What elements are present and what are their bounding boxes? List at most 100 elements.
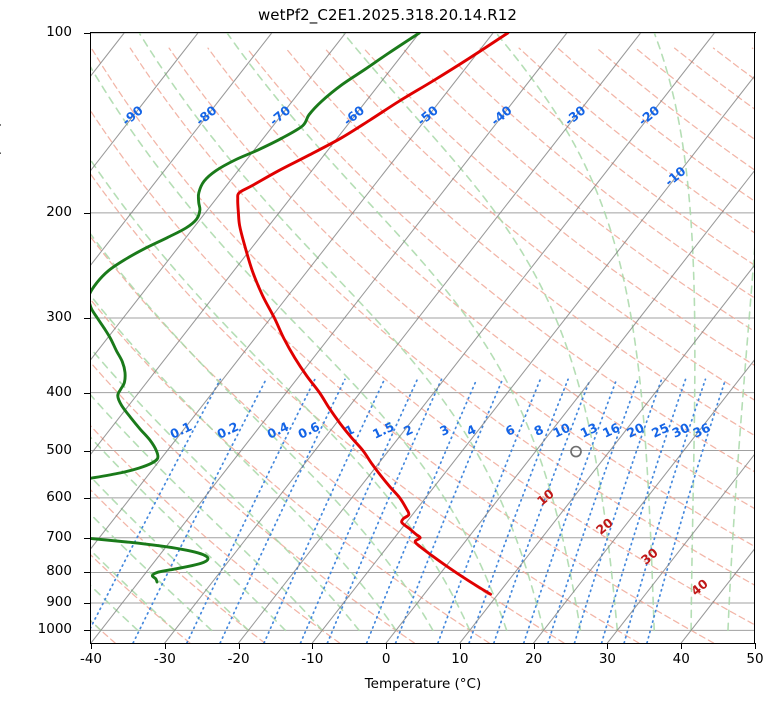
x-tick-mark — [459, 643, 461, 649]
y-tick-label: 300 — [46, 309, 72, 325]
mixing-ratio-line — [573, 378, 663, 643]
x-tick-label: 30 — [598, 651, 617, 667]
isotherm-line — [91, 33, 346, 361]
isotherm-line — [164, 33, 642, 643]
y-tick-label: 1000 — [37, 621, 72, 638]
mixing-ratio-line — [646, 378, 727, 643]
mixing-ratio-line — [365, 378, 478, 643]
y-tick-mark — [84, 497, 90, 499]
mixing-ratio-label: 10 — [550, 420, 572, 441]
x-tick-mark — [681, 643, 683, 649]
y-tick-mark — [84, 537, 90, 539]
parcel-marker-icon — [570, 445, 582, 458]
x-tick-label: 40 — [672, 651, 690, 667]
dry-adiabat-line — [246, 47, 755, 473]
x-tick-label: -30 — [153, 651, 176, 667]
x-tick-label: 10 — [451, 651, 469, 667]
dry-adiabat-line — [91, 554, 191, 643]
axis-spine-right — [754, 32, 756, 644]
isotherm-line — [311, 74, 755, 643]
y-axis-ticks: 100 200 300 400 500 600 700 800 900 1000 — [0, 24, 90, 643]
mixing-ratio-label: 20 — [624, 420, 646, 441]
y-tick-label: 500 — [46, 441, 72, 458]
y-tick-mark — [84, 318, 90, 319]
x-tick-mark — [312, 643, 314, 649]
y-tick-mark — [84, 33, 90, 34]
x-tick-mark — [607, 643, 609, 649]
dry-adiabat-line — [401, 47, 755, 333]
mixing-ratio-line — [394, 378, 504, 643]
isotherm-line — [91, 33, 420, 455]
moist-adiabat-line — [495, 33, 656, 632]
mixing-ratio-line — [326, 378, 443, 643]
moist-adiabat-line — [226, 33, 582, 632]
skewt-canvas: -90 -80 -70 -60 -50 -40 -30 -20-100.1 0.2 0.4 0.6 1… — [91, 33, 755, 643]
x-tick-mark — [386, 643, 388, 649]
moist-adiabat-line — [91, 347, 360, 632]
mixing-ratio-label: 25 — [649, 420, 671, 441]
mixing-ratio-label: 36 — [690, 420, 712, 441]
x-tick-label: 0 — [381, 651, 391, 667]
mixing-ratio-line — [468, 378, 569, 643]
dry-adiabat-line — [91, 173, 640, 643]
mixing-ratio-line — [623, 378, 707, 643]
y-tick-mark — [84, 212, 90, 214]
dry-adiabat-line — [362, 47, 755, 367]
y-tick-label: 900 — [46, 594, 72, 610]
x-axis-label: Temperature (°C) — [364, 676, 482, 692]
y-tick-mark — [84, 392, 90, 394]
mixing-ratio-label: 16 — [600, 420, 622, 441]
y-tick-label: 700 — [46, 528, 72, 545]
x-tick-label: -40 — [79, 651, 103, 667]
x-tick-mark — [164, 643, 166, 649]
isotherm-line — [606, 452, 755, 643]
dry-adiabat-line — [91, 299, 490, 643]
mixing-ratio-line — [437, 378, 542, 643]
dry-adiabat-line — [91, 425, 341, 643]
dewpoint-profile-line — [91, 33, 421, 584]
dry-adiabat-line — [129, 47, 755, 587]
moist-adiabat-line — [727, 234, 755, 632]
dry-adiabat-line — [168, 47, 755, 548]
moist-adiabat-line — [91, 394, 324, 632]
y-tick-mark — [84, 572, 90, 574]
moist-adiabat-line — [91, 436, 287, 632]
x-tick-mark — [533, 643, 535, 649]
mixing-ratio-line — [263, 378, 386, 643]
moist-adiabat-line — [91, 294, 397, 632]
y-tick-mark — [84, 603, 90, 604]
moist-adiabat-line — [91, 66, 508, 632]
y-tick-label: 600 — [46, 488, 72, 505]
isotherm-line — [91, 33, 199, 171]
moist-adiabat-line — [138, 33, 545, 632]
mixing-ratio-label: 13 — [578, 420, 600, 441]
page-title: wetPf2_C2E1.2025.318.20.14.R12 — [257, 6, 518, 24]
dry-adiabat-line — [207, 47, 755, 510]
mixing-ratio-label: 30 — [670, 420, 692, 441]
isotherm-line — [459, 263, 755, 643]
x-tick-label: 20 — [525, 651, 543, 667]
y-tick-mark — [84, 630, 90, 632]
y-tick-label: 800 — [46, 563, 72, 580]
x-tick-mark — [238, 643, 240, 649]
isotherm-line — [533, 358, 755, 643]
dry-adiabat-line — [91, 236, 565, 643]
x-tick-mark — [91, 643, 92, 649]
isotherm-line — [385, 169, 755, 643]
mixing-ratio-line — [91, 378, 222, 629]
mixing-ratio-line — [132, 378, 267, 643]
isotherm-line — [238, 33, 715, 643]
moist-adiabat-line — [653, 33, 696, 632]
dry-adiabat-line — [91, 362, 415, 643]
y-tick-mark — [84, 450, 90, 452]
y-tick-label: 100 — [46, 24, 72, 40]
isotherm-line — [91, 33, 494, 550]
plot-area: -90 -80 -70 -60 -50 -40 -30 -20 -10 0.1 0.2 0.4 0.6 1… — [91, 33, 755, 643]
y-tick-label: 400 — [46, 383, 72, 400]
mixing-ratio-line — [600, 378, 687, 643]
isotherm-line — [91, 33, 568, 643]
axis-spine-bottom — [90, 642, 756, 644]
moist-adiabat-line — [342, 33, 619, 632]
x-tick-label: -10 — [301, 651, 324, 667]
